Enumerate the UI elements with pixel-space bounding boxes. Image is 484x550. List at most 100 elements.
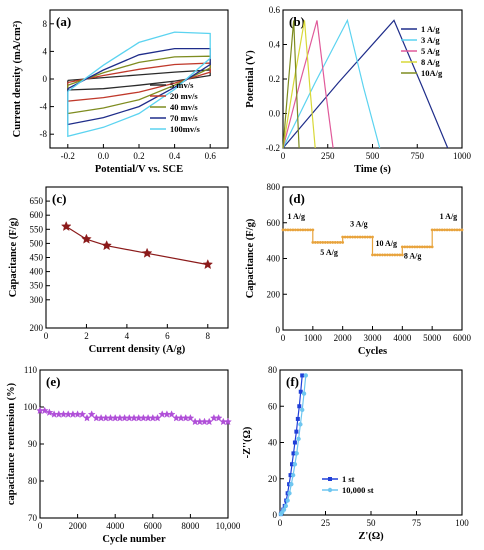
data-point (371, 253, 374, 257)
legend-entry: 70 mv/s (170, 113, 198, 123)
x-axis-label: Cycle number (102, 534, 166, 545)
data-point (351, 235, 355, 239)
x-tick-label: 50 (367, 518, 377, 528)
data-point (448, 228, 451, 232)
x-tick-label: 0.6 (205, 151, 217, 161)
panel-a: -0.2 0.0 0.2 0.4 0.6 8 4 0 -4 -8 Potential/V vs. S… (12, 9, 229, 175)
data-point (341, 235, 345, 239)
data-point (405, 245, 409, 249)
series-line (67, 47, 211, 126)
legend-marker (327, 487, 333, 493)
data-point (306, 228, 310, 232)
data-point (390, 253, 394, 257)
data-point (395, 253, 399, 257)
data-point (296, 436, 301, 442)
data-point (292, 440, 297, 445)
series-line (282, 20, 334, 149)
x-tick-label: 25 (321, 518, 331, 528)
data-point (295, 416, 300, 421)
x-tick-label: 0 (38, 521, 43, 531)
data-point (398, 253, 402, 257)
data-point (291, 228, 295, 232)
x-tick-label: 0 (281, 333, 286, 343)
x-tick-label: 3000 (364, 333, 383, 343)
series-line (65, 225, 208, 266)
data-point (353, 235, 357, 239)
series-1 (282, 19, 449, 149)
data-point (292, 462, 298, 467)
x-tick-label: 250 (321, 151, 335, 161)
plot-frame (39, 369, 229, 519)
data-point (356, 235, 359, 239)
data-point (300, 407, 305, 413)
data-point (383, 253, 387, 257)
data-point (281, 228, 285, 232)
plot-frame (45, 186, 229, 329)
data-point (373, 253, 377, 257)
data-point (283, 503, 289, 509)
series-line (67, 31, 211, 138)
data-point (400, 245, 404, 249)
x-tick-label: 4000 (106, 521, 125, 531)
data-point (291, 451, 296, 456)
series-1 (67, 69, 211, 91)
data-point (153, 413, 162, 422)
x-tick-label: 0 (281, 151, 286, 161)
x-tick-label: 8 (206, 331, 211, 341)
data-point (101, 240, 112, 251)
data-point (381, 253, 384, 257)
panel-label: (a) (56, 14, 71, 29)
series-1 (281, 228, 464, 257)
data-point (343, 235, 347, 239)
x-tick-label: 0.2 (133, 151, 144, 161)
x-tick-label: 8000 (181, 521, 200, 531)
data-point (288, 473, 293, 478)
x-tick-label: 10,000 (216, 521, 241, 531)
data-point (298, 422, 303, 427)
data-point (460, 228, 464, 232)
legend-entry: 10A/g (421, 68, 443, 78)
x-tick-label: 1000 (304, 333, 323, 343)
series-line (282, 20, 316, 149)
data-point (294, 451, 299, 456)
data-point (425, 245, 429, 249)
x-tick-label: 750 (411, 151, 425, 161)
data-point (299, 228, 302, 232)
data-point (388, 253, 392, 257)
legend-entry: 100mv/s (170, 124, 200, 134)
data-point (83, 413, 91, 422)
series-line (67, 55, 211, 115)
data-point (289, 481, 294, 487)
series-2 (278, 373, 309, 517)
data-point (316, 241, 320, 244)
annotation-label: 3 A/g (350, 219, 368, 228)
panel-label: (f) (286, 374, 299, 389)
x-axis-label: Current density (A/g) (89, 344, 186, 355)
legend-entry: 3 A/g (421, 35, 440, 45)
legend-marker (328, 477, 332, 481)
data-point (290, 462, 295, 467)
data-point (413, 245, 417, 249)
data-point (296, 228, 300, 232)
data-point (336, 241, 340, 244)
x-tick-label: 100 (455, 518, 469, 528)
y-tick-label: 40 (268, 438, 278, 448)
y-tick-label: 80 (268, 365, 278, 375)
data-point (450, 228, 454, 232)
data-point (333, 241, 337, 244)
panel-d: 0 1000 2000 3000 4000 5000 6000 0 200 400 600 800 Cy… (245, 182, 472, 357)
annotation-label: 1 A/g (287, 212, 305, 221)
series-line (282, 18, 381, 149)
legend-entry: 20 mv/s (170, 91, 198, 101)
data-point (440, 228, 444, 232)
data-point (311, 241, 315, 244)
series-1 (36, 406, 232, 426)
data-point (376, 253, 379, 257)
data-point (87, 410, 96, 418)
legend-entry: 5 mv/s (170, 80, 194, 90)
y-tick-label: 60 (268, 401, 278, 411)
panel-f: 0 25 50 75 100 0 20 40 60 80 Z'(Ω) -Z''(Ω) (f) 1 st10… (242, 365, 469, 542)
y-tick-label: 0.4 (269, 40, 281, 50)
y-tick-label: 80 (28, 476, 38, 486)
